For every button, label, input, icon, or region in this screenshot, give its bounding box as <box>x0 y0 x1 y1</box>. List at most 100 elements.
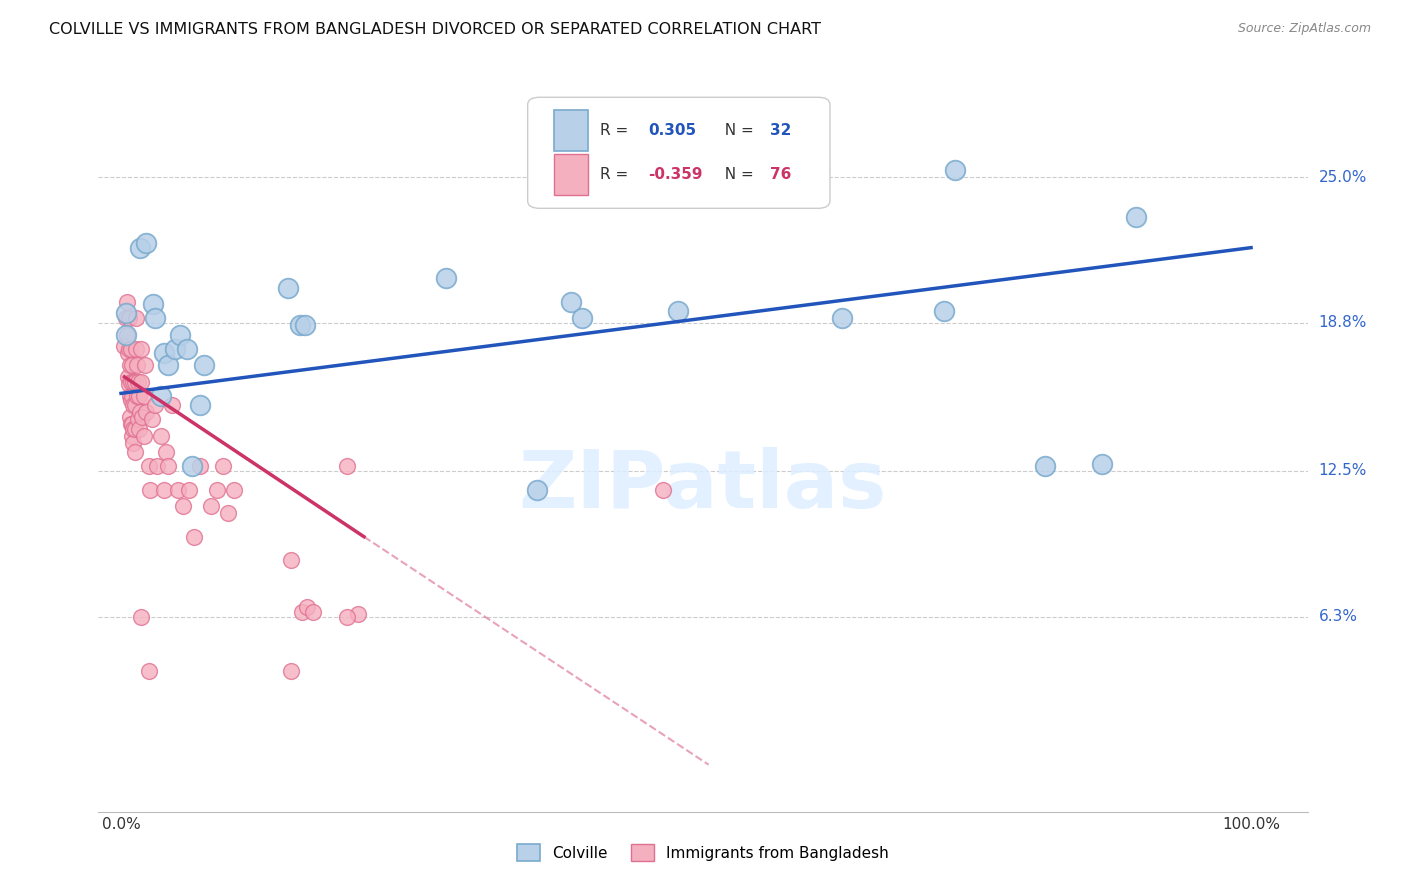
Point <box>125 342 148 356</box>
Text: N =: N = <box>716 123 759 138</box>
Point <box>135 235 157 250</box>
Point <box>131 409 153 424</box>
Point <box>121 389 143 403</box>
Point <box>121 428 143 442</box>
Point <box>297 600 319 615</box>
Point <box>560 294 582 309</box>
Point <box>277 280 299 294</box>
Point <box>124 398 146 412</box>
Point <box>181 459 204 474</box>
Point <box>200 499 222 513</box>
Point <box>932 304 955 318</box>
Point <box>183 530 205 544</box>
Point <box>172 499 194 513</box>
Point <box>120 389 142 403</box>
Point <box>165 342 187 356</box>
Point <box>122 375 145 389</box>
Point <box>122 398 145 412</box>
Point <box>120 358 142 372</box>
Point <box>120 342 142 356</box>
Point <box>808 163 831 178</box>
FancyBboxPatch shape <box>527 97 830 209</box>
Point <box>131 609 153 624</box>
Point <box>157 459 180 474</box>
Point <box>112 339 135 353</box>
Point <box>127 412 149 426</box>
Point <box>211 459 233 474</box>
Point <box>115 294 138 309</box>
Point <box>526 483 548 497</box>
Point <box>128 389 150 403</box>
Point <box>143 311 166 326</box>
Point <box>188 398 211 412</box>
Text: R =: R = <box>600 123 633 138</box>
Point <box>142 297 165 311</box>
Point <box>436 271 458 285</box>
Text: 6.3%: 6.3% <box>1319 609 1358 624</box>
Point <box>141 412 163 426</box>
Point <box>122 435 145 450</box>
Point <box>143 398 166 412</box>
Point <box>114 311 136 326</box>
Point <box>115 327 138 342</box>
Text: 32: 32 <box>769 123 792 138</box>
Point <box>125 311 148 326</box>
Text: 25.0%: 25.0% <box>1319 169 1367 185</box>
Point <box>121 358 143 372</box>
Point <box>131 342 153 356</box>
Bar <box>554 154 588 195</box>
Point <box>124 422 146 436</box>
Point <box>169 327 191 342</box>
Point <box>571 311 593 326</box>
Point <box>652 483 675 497</box>
Point <box>336 459 359 474</box>
Point <box>217 506 239 520</box>
Point <box>125 358 148 372</box>
Text: COLVILLE VS IMMIGRANTS FROM BANGLADESH DIVORCED OR SEPARATED CORRELATION CHART: COLVILLE VS IMMIGRANTS FROM BANGLADESH D… <box>49 22 821 37</box>
Point <box>138 459 160 474</box>
Point <box>114 327 136 342</box>
Point <box>125 389 148 403</box>
Point <box>139 483 162 497</box>
Point <box>1091 457 1114 471</box>
Text: N =: N = <box>716 168 759 182</box>
Text: 0.305: 0.305 <box>648 123 697 138</box>
Point <box>291 605 314 619</box>
Point <box>188 459 211 474</box>
Point <box>302 605 325 619</box>
Point <box>288 318 311 333</box>
Text: Source: ZipAtlas.com: Source: ZipAtlas.com <box>1237 22 1371 36</box>
Point <box>129 405 152 419</box>
Point <box>117 346 139 360</box>
Point <box>132 428 155 442</box>
Text: 12.5%: 12.5% <box>1319 464 1367 478</box>
Legend: Colville, Immigrants from Bangladesh: Colville, Immigrants from Bangladesh <box>512 838 894 867</box>
Point <box>666 304 689 318</box>
Point <box>120 409 142 424</box>
Bar <box>554 110 588 151</box>
Point <box>336 609 359 624</box>
Point <box>129 241 152 255</box>
Text: R =: R = <box>600 168 633 182</box>
Point <box>118 311 141 326</box>
Point <box>661 104 683 119</box>
Point <box>120 417 142 431</box>
Text: 18.8%: 18.8% <box>1319 316 1367 330</box>
Point <box>124 375 146 389</box>
Point <box>122 422 145 436</box>
Point <box>120 393 142 408</box>
Point <box>205 483 228 497</box>
Text: ZIPatlas: ZIPatlas <box>519 447 887 525</box>
Point <box>280 664 302 678</box>
Text: 76: 76 <box>769 168 792 182</box>
Point <box>222 483 245 497</box>
Point <box>127 375 149 389</box>
Point <box>166 483 188 497</box>
Point <box>118 342 141 356</box>
Point <box>132 389 155 403</box>
Point <box>128 422 150 436</box>
Point <box>118 376 141 391</box>
Point <box>155 445 177 459</box>
Point <box>157 358 180 372</box>
Point <box>149 389 172 403</box>
